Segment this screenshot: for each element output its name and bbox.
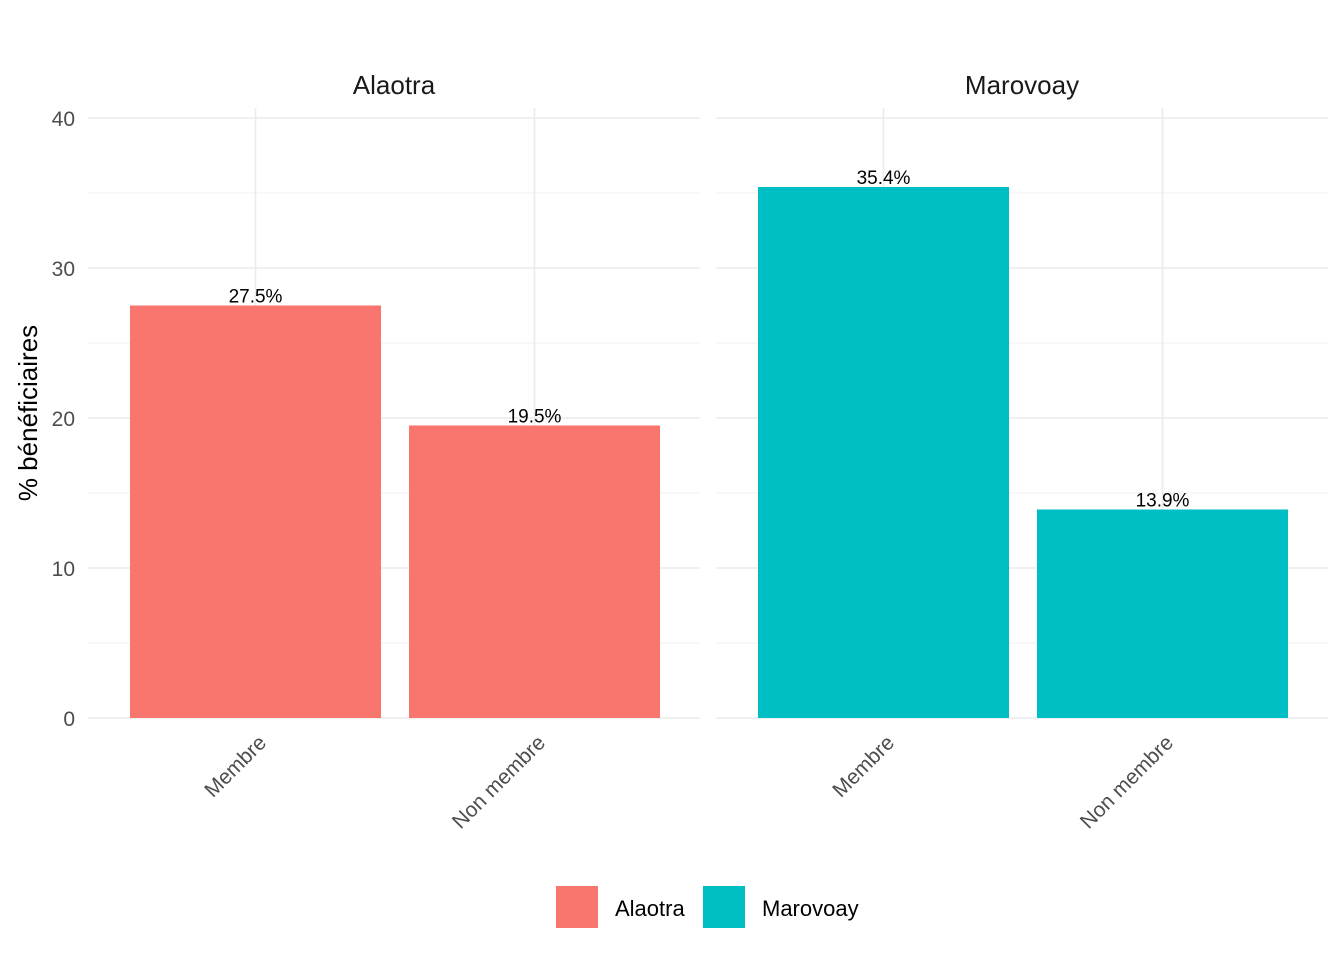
- bar-marovoay-non-membre: [1037, 509, 1288, 718]
- bar-marovoay-membre: [758, 187, 1009, 718]
- y-tick-label: 10: [52, 558, 75, 581]
- y-tick-label: 30: [52, 258, 75, 281]
- panel-title: Marovoay: [965, 70, 1079, 100]
- panel-alaotra: Alaotra 27.5% Membre 19.5% Non membre: [88, 70, 700, 833]
- y-tick-label: 40: [52, 108, 75, 131]
- y-tick-label: 20: [52, 408, 75, 431]
- x-tick-label: Membre: [200, 731, 271, 802]
- x-tick-label: Non membre: [1076, 731, 1178, 833]
- y-tick-label: 0: [63, 708, 75, 731]
- bar-alaotra-non-membre: [409, 425, 660, 718]
- legend-label: Marovoay: [762, 896, 859, 921]
- legend: Alaotra Marovoay: [556, 886, 859, 928]
- x-tick-label: Membre: [828, 731, 899, 802]
- y-axis-title: % bénéficiaires: [13, 325, 43, 501]
- x-tick-label: Non membre: [448, 731, 550, 833]
- data-label: 27.5%: [229, 287, 283, 308]
- legend-swatch: [556, 886, 598, 928]
- data-label: 19.5%: [508, 407, 562, 428]
- legend-swatch: [703, 886, 745, 928]
- data-label: 35.4%: [857, 168, 911, 189]
- bar-alaotra-membre: [130, 305, 381, 718]
- panel-marovoay: Marovoay 35.4% Membre 13.9% Non membre: [716, 70, 1328, 833]
- legend-label: Alaotra: [615, 896, 685, 921]
- panel-title: Alaotra: [353, 70, 436, 100]
- data-label: 13.9%: [1136, 491, 1190, 512]
